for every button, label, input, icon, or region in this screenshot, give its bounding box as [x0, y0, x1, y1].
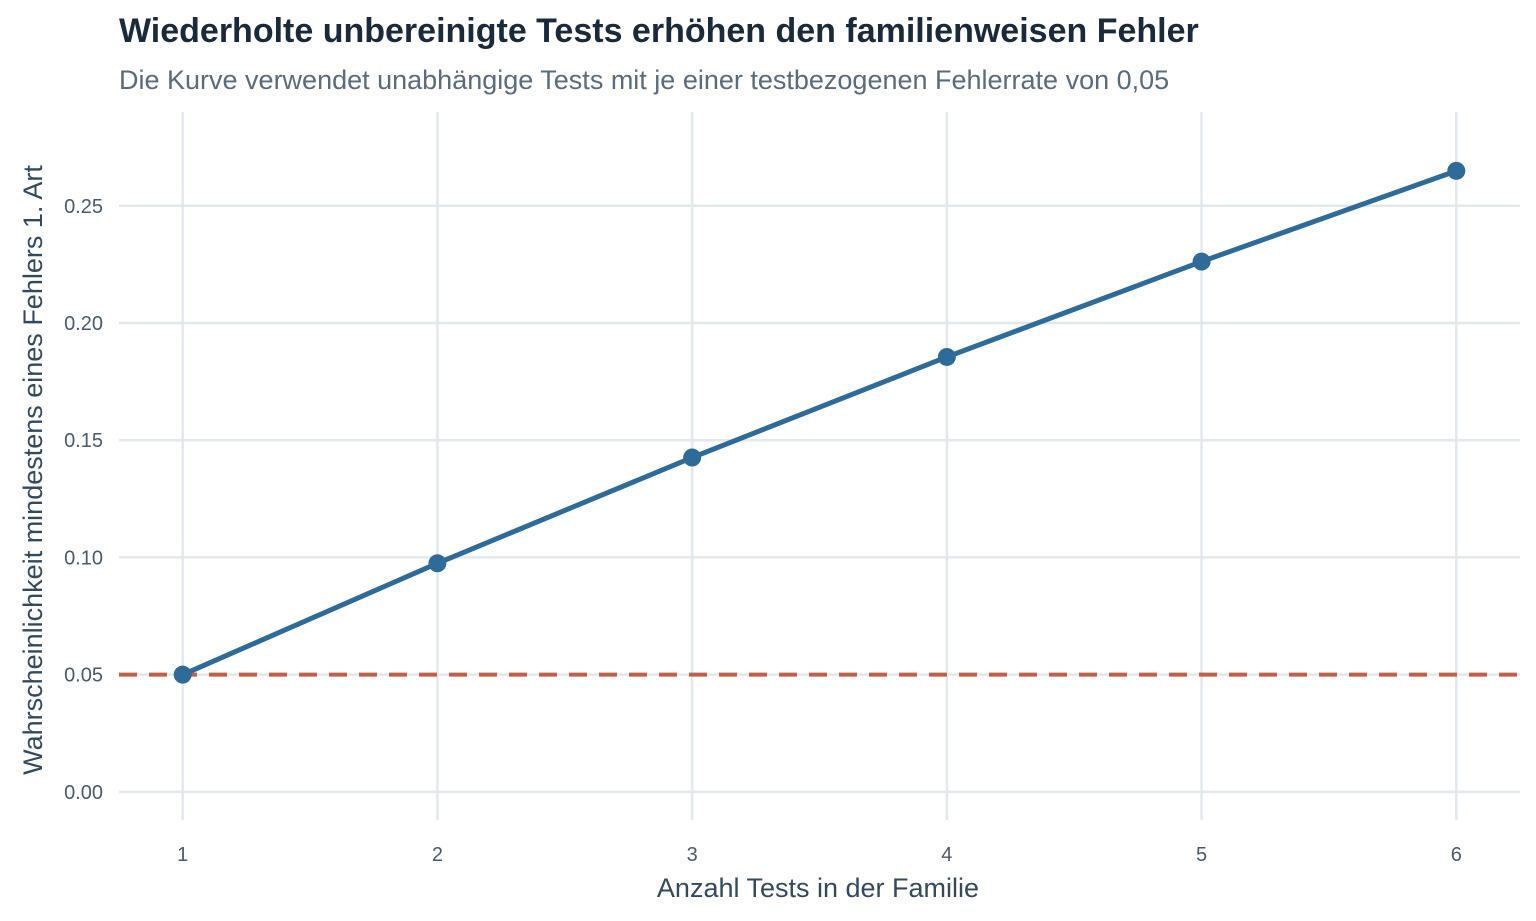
data-point-2 — [428, 554, 447, 573]
data-point-4 — [937, 347, 956, 366]
x-tick-label-4: 5 — [1196, 844, 1207, 866]
x-tick-label-1: 2 — [432, 844, 443, 866]
x-axis-title: Anzahl Tests in der Familie — [657, 873, 979, 903]
y-tick-label-3: 0.15 — [64, 430, 103, 452]
chart-subtitle: Die Kurve verwendet unabhängige Tests mi… — [119, 65, 1169, 95]
y-axis-title: Wahrscheinlichkeit mindestens eines Fehl… — [18, 165, 48, 775]
x-tick-label-0: 1 — [177, 844, 188, 866]
data-point-3 — [683, 448, 702, 467]
y-axis-ticks: 0.00 0.05 0.10 0.15 0.20 0.25 — [64, 196, 103, 804]
x-tick-label-5: 6 — [1451, 844, 1462, 866]
series-line-0 — [180, 168, 1459, 678]
y-tick-label-4: 0.20 — [64, 313, 103, 335]
data-point-6 — [1447, 161, 1466, 180]
x-axis-ticks: 1 2 3 4 5 6 — [177, 844, 1462, 866]
y-tick-label-0: 0.00 — [64, 782, 103, 804]
chart-title: Wiederholte unbereinigte Tests erhöhen d… — [119, 12, 1199, 50]
series-group — [173, 161, 1466, 684]
y-tick-label-1: 0.05 — [64, 665, 103, 687]
x-tick-label-3: 4 — [941, 844, 952, 866]
data-point-5 — [1192, 252, 1211, 271]
grid — [119, 112, 1520, 820]
x-tick-label-2: 3 — [687, 844, 698, 866]
data-point-1 — [173, 665, 192, 684]
y-tick-label-2: 0.10 — [64, 547, 103, 569]
y-tick-label-5: 0.25 — [64, 196, 103, 218]
